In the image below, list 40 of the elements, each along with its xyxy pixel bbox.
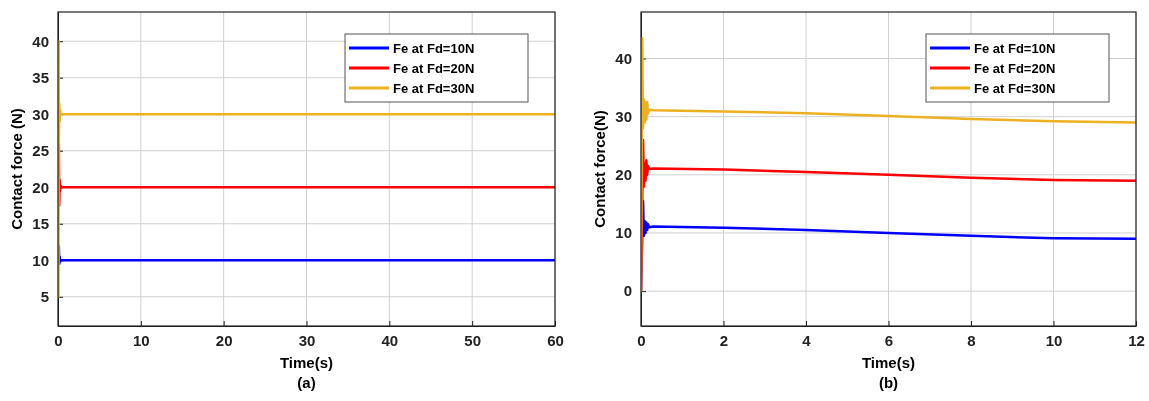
x-tick-label: 10: [132, 331, 150, 349]
x-tick-label: 0: [637, 331, 646, 349]
x-axis-title: Time(s): [861, 354, 916, 371]
y-tick-label: 30: [32, 105, 49, 123]
legend-label: Fe at Fd=20N: [974, 61, 1056, 76]
y-tick-label: 5: [40, 288, 49, 306]
y-tick-label: 0: [623, 282, 632, 300]
x-tick-label: 50: [464, 331, 482, 349]
x-tick-label: 12: [1128, 331, 1145, 349]
y-tick-label: 25: [32, 142, 49, 160]
legend-label: Fe at Fd=30N: [974, 81, 1056, 96]
text: (a): [297, 374, 316, 391]
line-series: [58, 39, 555, 299]
legend-label: Fe at Fd=10N: [393, 41, 475, 56]
x-tick-label: 20: [215, 331, 233, 349]
y-tick-label: 20: [32, 178, 49, 196]
text: (b): [878, 374, 899, 391]
x-tick-label: 2: [719, 331, 729, 349]
x-tick-label: 30: [298, 331, 316, 349]
y-axis-title: Contact force(N): [591, 110, 608, 228]
x-tick-label: 8: [967, 331, 976, 349]
x-tick-label: 40: [381, 331, 399, 349]
x-tick-label: 6: [884, 331, 894, 349]
y-tick-label: 40: [615, 49, 632, 67]
y-tick-label: 40: [32, 32, 49, 50]
x-axis-title: Time(s): [279, 354, 334, 371]
x-tick-label: 4: [802, 331, 812, 349]
legend-label: Fe at Fd=10N: [974, 41, 1056, 56]
y-tick-label: 10: [615, 224, 632, 242]
y-tick-label: 15: [32, 215, 49, 233]
x-tick-label: 60: [547, 331, 564, 349]
legend-label: Fe at Fd=30N: [393, 81, 475, 96]
x-tick-label: 0: [54, 331, 63, 349]
y-tick-label: 35: [32, 69, 49, 87]
legend-label: Fe at Fd=20N: [393, 61, 475, 76]
y-axis-title: Contact force (N): [8, 108, 25, 230]
x-tick-label: 10: [1045, 331, 1063, 349]
y-tick-label: 20: [615, 166, 632, 184]
y-tick-label: 30: [615, 107, 632, 125]
y-tick-label: 10: [32, 251, 49, 269]
